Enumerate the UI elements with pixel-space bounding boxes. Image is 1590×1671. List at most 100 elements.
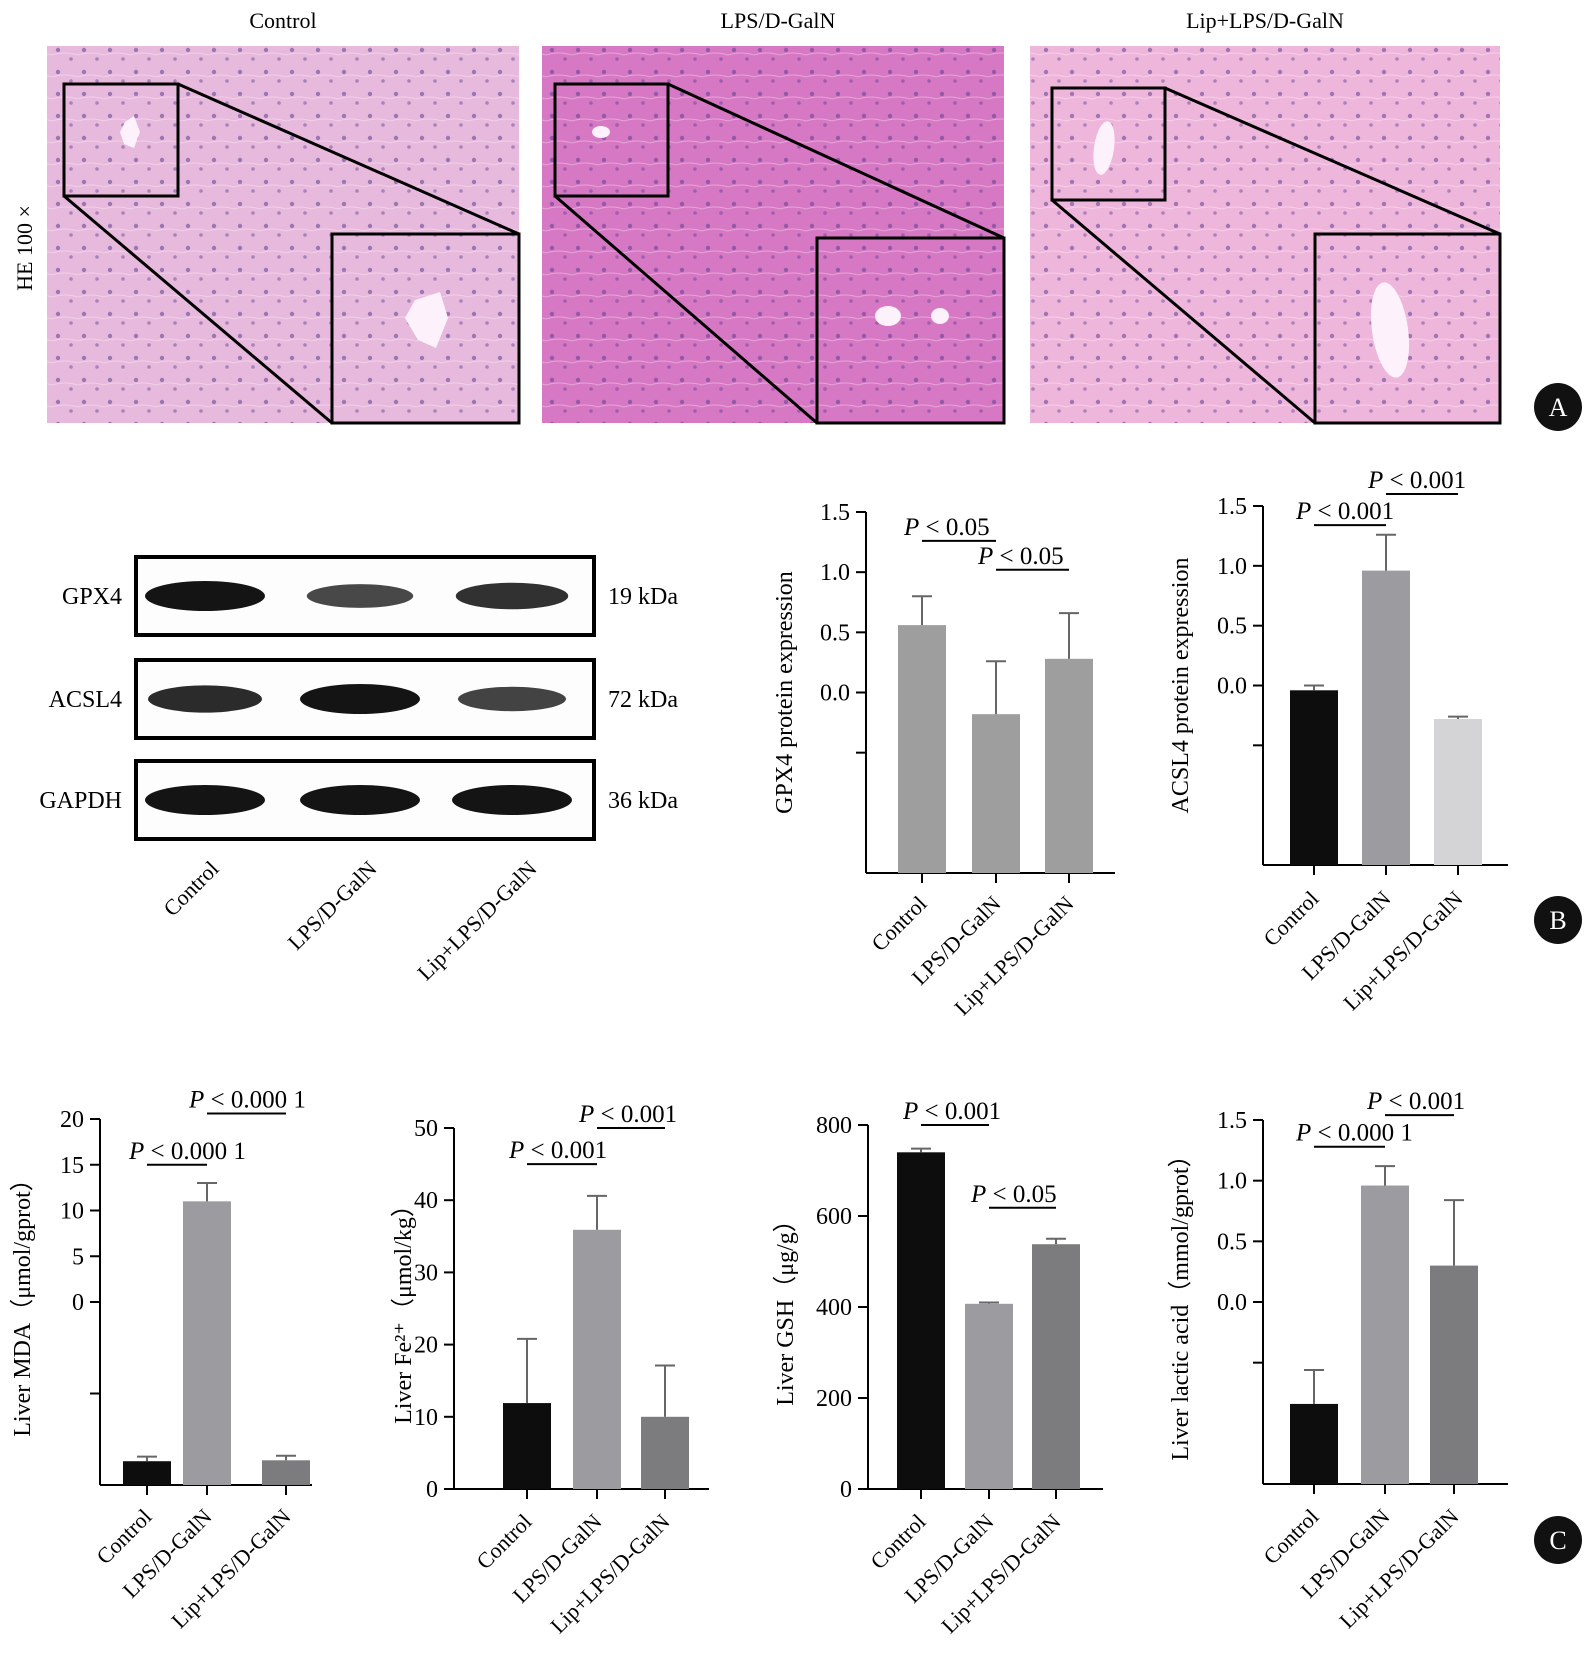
y-tick-label: 10	[414, 1405, 438, 1431]
significance-label: P < 0.05	[970, 1181, 1057, 1208]
he-image-title-lps: LPS/D-GalN	[721, 8, 836, 33]
bar	[898, 625, 946, 873]
y-tick-label: 0	[72, 1290, 84, 1316]
y-axis-label: ACSL4 protein expression	[1168, 558, 1194, 814]
bar	[183, 1201, 231, 1485]
category-label: Control	[865, 1509, 930, 1574]
bar	[262, 1460, 310, 1485]
bar	[1430, 1265, 1478, 1484]
blot-band	[452, 785, 572, 815]
bar	[1361, 1185, 1409, 1484]
bar	[897, 1152, 945, 1489]
blot-size-label: 36 kDa	[608, 788, 678, 814]
panel-c-badge: C	[1534, 1516, 1582, 1564]
significance-label: P < 0.001	[1367, 467, 1466, 494]
y-axis-label: Liver GSH（μg/g）	[773, 1208, 799, 1406]
significance-label: P < 0.001	[508, 1137, 607, 1164]
y-tick-label: 0.0	[820, 681, 850, 707]
significance-label: P < 0.001	[1295, 498, 1394, 525]
y-axis-label: Liver Fe²⁺（μmol/kg）	[391, 1193, 417, 1424]
y-tick-label: 1.5	[1217, 1108, 1247, 1134]
significance-label: P < 0.001	[578, 1101, 677, 1128]
y-tick-label: 15	[60, 1153, 84, 1179]
bar	[965, 1303, 1013, 1489]
bar	[1362, 570, 1410, 865]
chart-lactic: 1.5 1.0 0.5 0.0 Liver lactic acid（mmol/gprot…	[1168, 1088, 1508, 1633]
y-tick-label: 0.0	[1217, 674, 1247, 700]
zoom-source-box	[553, 82, 670, 198]
y-tick-label: 30	[414, 1260, 438, 1286]
y-tick-label: 1.0	[1217, 1169, 1247, 1195]
y-tick-label: 800	[816, 1113, 852, 1139]
y-tick-label: 0	[426, 1477, 438, 1503]
zoom-source-box	[1050, 86, 1167, 202]
chart-acsl4: 1.5 1.0 0.5 0.0 ACSL4 protein expression Cont…	[1168, 467, 1508, 1015]
bar	[123, 1461, 171, 1485]
blot-band	[145, 581, 265, 611]
category-label: Control	[471, 1509, 536, 1574]
blot-band	[458, 686, 566, 712]
svg-text:A: A	[1549, 393, 1568, 422]
vessel-lumen	[875, 306, 901, 326]
y-tick-label: 1.0	[1217, 554, 1247, 580]
bar	[972, 714, 1020, 873]
he-image-title-control: Control	[249, 8, 316, 33]
significance-label: P < 0.000 1	[1295, 1120, 1413, 1147]
y-axis-label: Liver lactic acid（mmol/gprot）	[1168, 1143, 1194, 1460]
svg-text:B: B	[1549, 906, 1566, 935]
bar	[503, 1403, 551, 1489]
he-image-lps: LPS/D-GalN	[542, 8, 1006, 425]
y-tick-label: 20	[60, 1107, 84, 1133]
y-tick-label: 10	[60, 1199, 84, 1225]
y-tick-label: 0	[840, 1477, 852, 1503]
bar	[1290, 1403, 1338, 1484]
blot-lane-label: Control	[158, 856, 223, 921]
blot-size-label: 72 kDa	[608, 687, 678, 713]
bar	[1045, 658, 1093, 873]
vessel-lumen	[405, 292, 448, 348]
western-blot: GPX4 19 kDa ACSL4 72 kDa GAPDH 36 kDa Control L…	[39, 555, 678, 985]
panel-a-badge: A	[1534, 383, 1582, 431]
significance-label: P < 0.05	[977, 543, 1064, 570]
significance-label: P < 0.000 1	[188, 1087, 306, 1114]
blot-lane-label: LPS/D-GalN	[283, 856, 382, 955]
bar	[641, 1416, 689, 1489]
y-tick-label: 0.5	[820, 620, 850, 646]
significance-label: P < 0.000 1	[128, 1138, 246, 1165]
bar	[1434, 719, 1482, 865]
bar	[1032, 1244, 1080, 1489]
blot-band	[455, 582, 569, 610]
he-magnification-label: HE 100 ×	[12, 205, 37, 291]
y-tick-label: 0.5	[1217, 614, 1247, 640]
blot-band	[300, 684, 420, 714]
zoom-source-box	[62, 82, 180, 198]
y-tick-label: 5	[72, 1244, 84, 1270]
y-tick-label: 200	[816, 1386, 852, 1412]
y-tick-label: 600	[816, 1204, 852, 1230]
significance-label: P < 0.001	[1366, 1088, 1465, 1115]
blot-size-label: 19 kDa	[608, 584, 678, 610]
blot-band	[306, 584, 414, 608]
y-axis-label: GPX4 protein expression	[772, 571, 798, 814]
blot-protein-label: GPX4	[62, 584, 122, 610]
category-label: Control	[866, 891, 931, 956]
y-tick-label: 400	[816, 1295, 852, 1321]
significance-label: P < 0.05	[903, 514, 990, 541]
y-tick-label: 50	[414, 1116, 438, 1142]
blot-protein-label: ACSL4	[49, 687, 122, 713]
category-label: Lip+LPS/D-GalN	[936, 1509, 1065, 1638]
he-image-lip: Lip+LPS/D-GalN	[1030, 8, 1502, 425]
y-tick-label: 20	[414, 1333, 438, 1359]
panel-b-badge: B	[1534, 896, 1582, 944]
he-image-title-lip: Lip+LPS/D-GalN	[1186, 8, 1344, 33]
blot-band	[145, 785, 265, 815]
category-label: Lip+LPS/D-GalN	[1334, 1504, 1463, 1633]
y-tick-label: 0.5	[1217, 1229, 1247, 1255]
blot-band	[300, 785, 420, 815]
y-tick-label: 1.0	[820, 560, 850, 586]
y-tick-label: 0.0	[1217, 1290, 1247, 1316]
y-tick-label: 40	[414, 1188, 438, 1214]
